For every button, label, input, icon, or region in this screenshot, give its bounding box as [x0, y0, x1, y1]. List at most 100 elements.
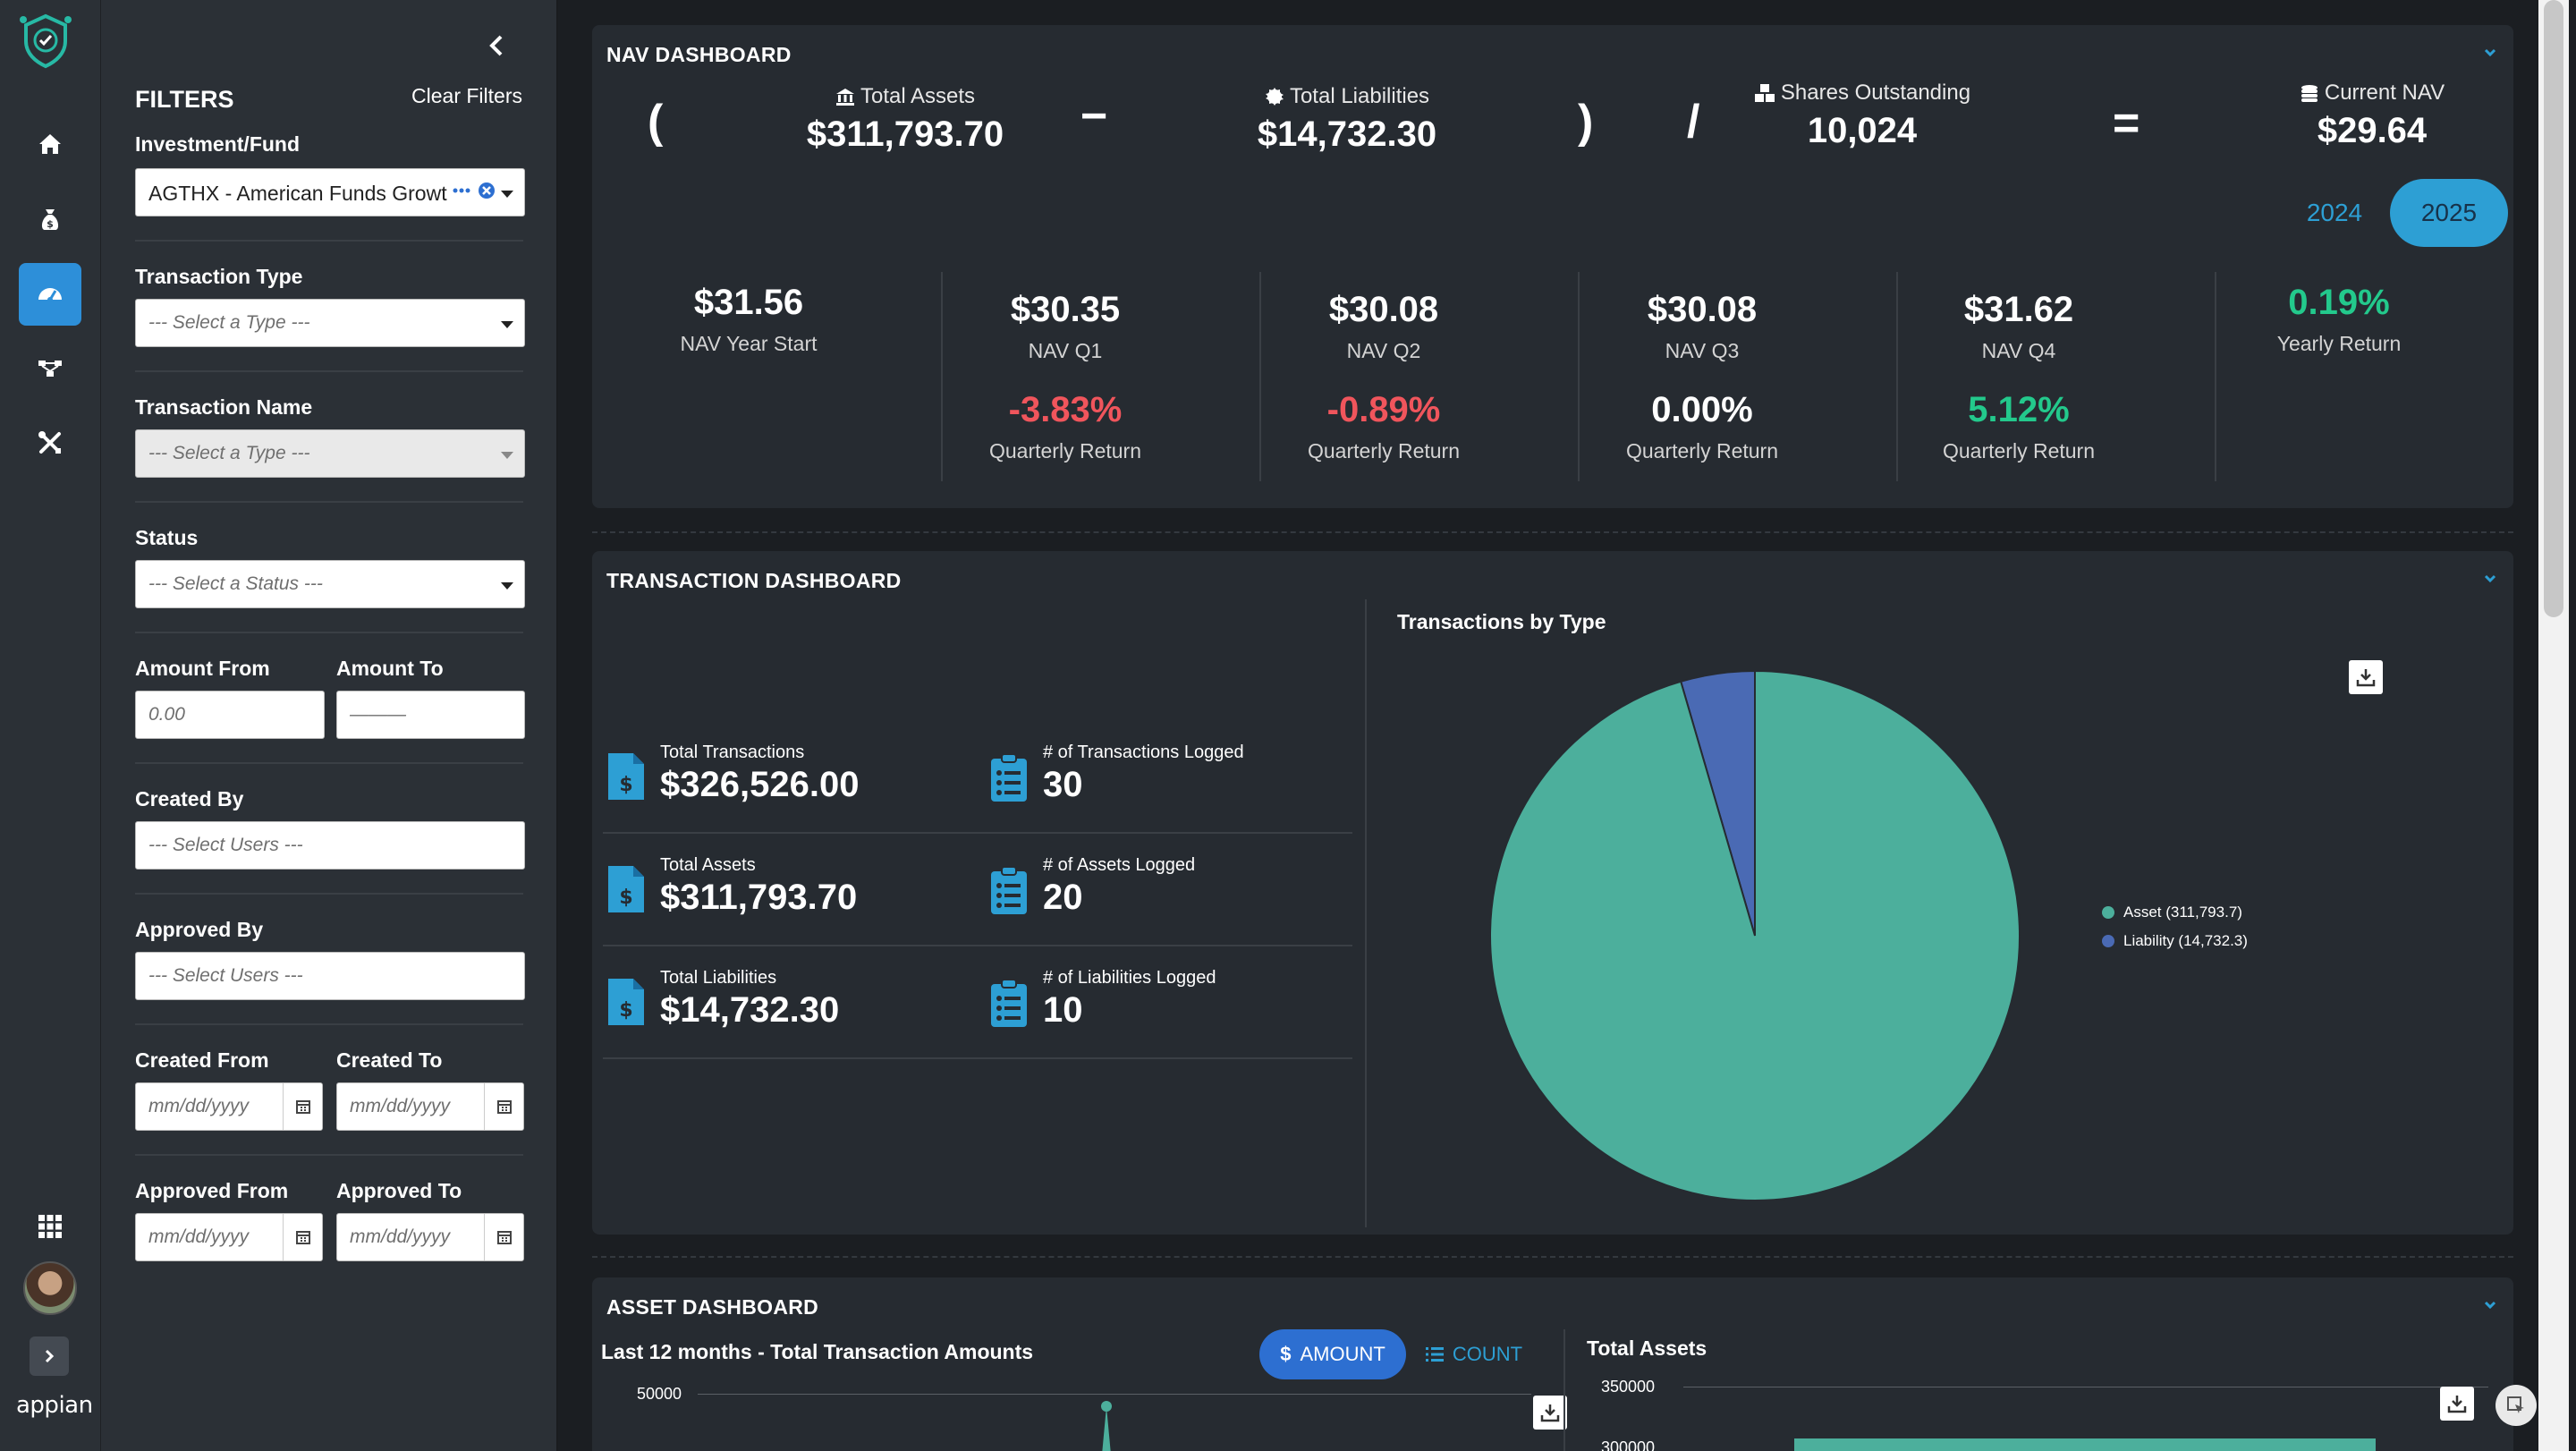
dropdown-caret-icon: [501, 191, 513, 198]
pie-legend: Asset (311,793.7) Liability (14,732.3): [2102, 898, 2248, 955]
bar-chart-title: Total Assets: [1587, 1336, 1707, 1360]
amount-to-input[interactable]: ———: [336, 691, 525, 739]
status-select[interactable]: --- Select a Status ---: [135, 560, 525, 608]
minus-operator: −: [1080, 90, 1108, 142]
nav-q4-return-label: Quarterly Return: [1942, 439, 2095, 462]
nav-q1-value: $30.35: [1010, 290, 1121, 329]
total-liabilities-label: Total Liabilities: [1289, 84, 1430, 108]
pie-slice-asset[interactable]: [1489, 669, 2021, 1201]
created-by-picker[interactable]: --- Select Users ---: [135, 821, 525, 870]
approved-by-picker[interactable]: --- Select Users ---: [135, 952, 525, 1000]
collapse-panel-icon[interactable]: [484, 32, 511, 59]
svg-text:$: $: [619, 887, 632, 909]
calendar-icon[interactable]: [283, 1214, 322, 1260]
home-icon[interactable]: [19, 113, 81, 175]
expand-rail-button[interactable]: [30, 1336, 69, 1376]
appian-logo: appian: [16, 1392, 93, 1419]
year-2025-button[interactable]: 2025: [2390, 179, 2508, 247]
liabilities-logged-label: # of Liabilities Logged: [1043, 968, 1216, 988]
nav-q2-return: -0.89%: [1326, 390, 1441, 429]
total-assets-label: Total Assets: [860, 84, 976, 108]
count-toggle-button[interactable]: COUNT: [1422, 1329, 1526, 1379]
nav-year-start-value: $31.56: [693, 283, 804, 322]
approved-to-date[interactable]: mm/dd/yyyy: [336, 1213, 524, 1261]
transaction-type-label: Transaction Type: [135, 265, 303, 288]
amount-toggle-button[interactable]: $ AMOUNT: [1259, 1329, 1406, 1379]
asset-dashboard-card: ASSET DASHBOARD Last 12 months - Total T…: [592, 1277, 2537, 1451]
amount-from-input[interactable]: 0.00: [135, 691, 325, 739]
amount-to-label: Amount To: [336, 657, 444, 680]
nav-year-start-label: NAV Year Start: [680, 332, 818, 355]
calendar-icon[interactable]: [484, 1214, 523, 1260]
calendar-icon[interactable]: [283, 1083, 322, 1130]
liabilities-logged-value: 10: [1043, 990, 1083, 1030]
transaction-type-select[interactable]: --- Select a Type ---: [135, 299, 525, 347]
chevron-down-icon[interactable]: [2481, 569, 2499, 587]
date-placeholder: mm/dd/yyyy: [148, 1096, 250, 1116]
dropdown-caret-icon: [501, 582, 513, 590]
invoice-dollar-icon: $: [608, 753, 644, 800]
total-assets-kpi-value: $311,793.70: [660, 878, 858, 917]
calendar-icon[interactable]: [484, 1083, 523, 1130]
created-to-label: Created To: [336, 1048, 443, 1072]
money-bag-icon[interactable]: $: [19, 188, 81, 250]
download-chart-button[interactable]: [2349, 660, 2383, 694]
apps-grid-icon[interactable]: [19, 1195, 81, 1258]
feedback-button[interactable]: [2496, 1385, 2537, 1426]
nav-q4-return: 5.12%: [1968, 390, 2070, 429]
chevron-down-icon[interactable]: [2481, 1295, 2499, 1313]
dropdown-caret-icon: [501, 321, 513, 328]
nav-q2: $30.08 NAV Q2 -0.89% Quarterly Return: [1227, 290, 1540, 463]
transaction-dashboard-card: TRANSACTION DASHBOARD $ Total Transactio…: [592, 551, 2513, 1235]
clear-filters-link[interactable]: Clear Filters: [411, 84, 522, 107]
nav-q3-value: $30.08: [1647, 290, 1758, 329]
total-liabilities-kpi-value: $14,732.30: [660, 990, 840, 1030]
total-transactions-value: $326,526.00: [660, 765, 860, 804]
created-from-date[interactable]: mm/dd/yyyy: [135, 1082, 323, 1131]
download-bar-chart-button[interactable]: [2440, 1387, 2474, 1421]
assets-logged-value: 20: [1043, 878, 1083, 917]
badge-icon: [1265, 88, 1284, 106]
transaction-name-placeholder: --- Select a Type ---: [148, 443, 310, 463]
nav-year-start: $31.56 NAV Year Start: [592, 283, 905, 356]
total-transactions-label: Total Transactions: [660, 742, 805, 762]
y-tick-50000: 50000: [637, 1385, 682, 1403]
more-icon[interactable]: [453, 188, 470, 193]
created-to-date[interactable]: mm/dd/yyyy: [336, 1082, 524, 1131]
chevron-down-icon[interactable]: [2481, 43, 2499, 61]
legend-item-asset[interactable]: Asset (311,793.7): [2102, 898, 2248, 927]
download-icon: [2447, 1396, 2467, 1413]
scrollbar-thumb[interactable]: [2544, 0, 2563, 617]
clear-selection-icon[interactable]: [478, 182, 496, 199]
created-by-placeholder: --- Select Users ---: [148, 835, 303, 855]
transaction-name-select[interactable]: --- Select a Type ---: [135, 429, 525, 478]
legend-asset-label: Asset (311,793.7): [2123, 904, 2242, 921]
chevron-right-icon: [45, 1349, 55, 1363]
workflow-icon[interactable]: [19, 336, 81, 399]
nav-q1: $30.35 NAV Q1 -3.83% Quarterly Return: [909, 290, 1222, 463]
svg-text:$: $: [47, 218, 54, 230]
investment-label: Investment/Fund: [135, 132, 301, 156]
download-line-chart-button[interactable]: [1533, 1396, 1567, 1430]
tools-icon[interactable]: [19, 412, 81, 474]
logo-icon[interactable]: [16, 11, 75, 70]
date-placeholder: mm/dd/yyyy: [148, 1226, 250, 1247]
avatar[interactable]: [23, 1261, 77, 1315]
legend-item-liability[interactable]: Liability (14,732.3): [2102, 927, 2248, 955]
status-label: Status: [135, 526, 199, 549]
investment-select[interactable]: AGTHX - American Funds Growt: [135, 168, 525, 216]
transactions-logged-value: 30: [1043, 765, 1083, 804]
total-assets-kpi-label: Total Assets: [660, 855, 756, 875]
amount-from-placeholder: 0.00: [148, 704, 185, 725]
divide-operator: /: [1687, 96, 1700, 148]
transaction-name-label: Transaction Name: [135, 395, 313, 419]
approved-from-label: Approved From: [135, 1179, 289, 1202]
approved-by-label: Approved By: [135, 918, 264, 941]
dashboard-gauge-icon[interactable]: [19, 263, 81, 326]
total-liabilities-stat: Total Liabilities $14,732.30: [1213, 84, 1481, 155]
invoice-dollar-icon: $: [608, 979, 644, 1025]
status-placeholder: --- Select a Status ---: [148, 573, 323, 594]
approved-from-date[interactable]: mm/dd/yyyy: [135, 1213, 323, 1261]
year-2024-button[interactable]: 2024: [2306, 199, 2363, 226]
pie-chart-title: Transactions by Type: [1397, 610, 1606, 633]
